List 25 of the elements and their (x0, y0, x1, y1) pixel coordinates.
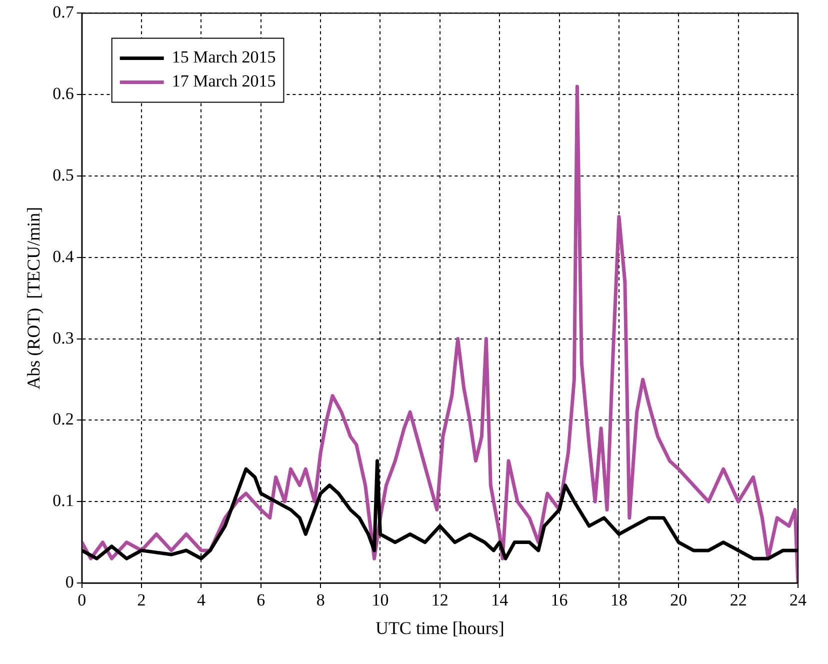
y-tick-label: 0.1 (52, 491, 74, 510)
x-tick-label: 22 (730, 590, 747, 610)
y-tick-label: 0.5 (52, 165, 74, 184)
legend-label: 15 March 2015 (172, 48, 276, 67)
y-tick-label: 0.3 (52, 328, 74, 348)
y-tick-label: 0 (65, 572, 74, 592)
x-tick-label: 16 (550, 590, 568, 610)
legend-label: 17 March 2015 (172, 72, 276, 91)
x-tick-label: 12 (431, 590, 448, 610)
y-tick-label: 0.6 (52, 84, 74, 104)
x-tick-label: 18 (610, 590, 628, 610)
y-axis-title: Abs (ROT) [TECU/min] (24, 206, 44, 390)
y-tick-label: 0.2 (52, 410, 74, 429)
x-axis-title: UTC time [hours] (375, 618, 504, 638)
x-tick-label: 6 (256, 590, 266, 610)
x-tick-label: 0 (78, 590, 86, 610)
x-tick-label: 14 (491, 590, 509, 610)
x-tick-label: 20 (670, 590, 688, 610)
x-tick-label: 8 (316, 590, 325, 610)
x-tick-label: 4 (196, 590, 206, 610)
x-tick-label: 2 (137, 590, 146, 610)
x-tick-label: 10 (372, 590, 389, 610)
x-tick-label: 24 (790, 590, 807, 610)
y-tick-label: 0.4 (52, 246, 74, 266)
y-tick-label: 0.7 (52, 2, 74, 22)
